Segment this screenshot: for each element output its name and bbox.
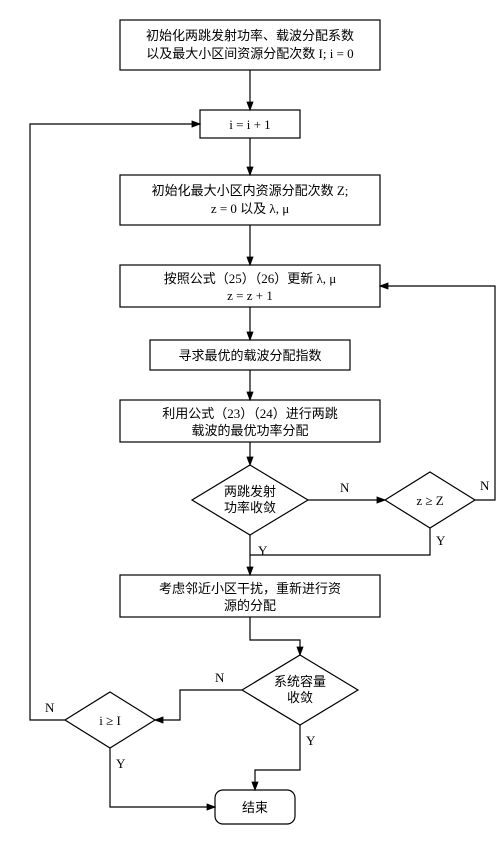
decision-i-ge-I: i ≥ I — [65, 692, 155, 748]
node-opt-index: 寻求最优的载波分配指数 — [150, 340, 350, 370]
node-update-lm-l1: 按照公式（25）（26）更新 λ, μ — [164, 271, 337, 286]
node-init-l1: 初始化两跳发射功率、载波分配系数 — [146, 28, 354, 43]
d4-n-label: N — [45, 700, 55, 715]
node-init: 初始化两跳发射功率、载波分配系数 以及最大小区间资源分配次数 I; i = 0 — [120, 20, 380, 70]
decision-power-converge: 两跳发射 功率收敛 — [192, 465, 308, 535]
node-init-l2: 以及最大小区间资源分配次数 I; i = 0 — [146, 46, 353, 61]
node-opt-index-txt: 寻求最优的载波分配指数 — [178, 348, 321, 363]
d1-l1: 两跳发射 — [224, 484, 276, 499]
d1-l2: 功率收敛 — [224, 500, 276, 515]
node-init-z-l2: z = 0 以及 λ, μ — [211, 201, 289, 216]
d4-txt: i ≥ I — [99, 713, 121, 728]
node-interf-l2: 源的分配 — [224, 598, 276, 613]
node-incr-i: i = i + 1 — [200, 110, 300, 138]
d1-n-label: N — [340, 480, 350, 495]
node-opt-power-l1: 利用公式（23）（24）进行两跳 — [162, 406, 338, 421]
node-update-lm-l2: z = z + 1 — [227, 288, 273, 303]
d4-y-label: Y — [116, 756, 126, 771]
end-txt: 结束 — [242, 800, 268, 815]
node-update-lm: 按照公式（25）（26）更新 λ, μ z = z + 1 — [120, 265, 380, 307]
node-incr-i-txt: i = i + 1 — [229, 117, 270, 132]
d2-txt: z ≥ Z — [416, 493, 443, 508]
d3-n-label: N — [215, 670, 225, 685]
node-init-z: 初始化最大小区内资源分配次数 Z; z = 0 以及 λ, μ — [120, 175, 380, 225]
d3-l2: 收敛 — [287, 690, 313, 705]
d2-n-label: N — [480, 478, 490, 493]
decision-z-ge-Z: z ≥ Z — [385, 472, 475, 528]
decision-capacity-converge: 系统容量 收敛 — [242, 655, 358, 725]
node-opt-power-l2: 载波的最优功率分配 — [191, 423, 308, 438]
node-init-z-l1: 初始化最大小区内资源分配次数 Z; — [152, 183, 349, 198]
d2-y-label: Y — [436, 533, 446, 548]
edge-d4-end — [110, 748, 215, 807]
node-interference: 考虑邻近小区干扰，重新进行资 源的分配 — [120, 575, 380, 617]
node-end: 结束 — [215, 790, 295, 824]
d3-y-label: Y — [306, 733, 316, 748]
node-opt-power: 利用公式（23）（24）进行两跳 载波的最优功率分配 — [120, 400, 380, 442]
edge-d2-n4 — [380, 286, 495, 500]
d1-y-label: Y — [258, 543, 268, 558]
edge-d3-end — [255, 725, 300, 790]
d3-l1: 系统容量 — [274, 674, 326, 689]
node-interf-l1: 考虑邻近小区干扰，重新进行资 — [159, 581, 341, 596]
edge-d2-join — [250, 528, 430, 555]
edge-d3-d4 — [155, 690, 242, 720]
edge-n7-d3 — [250, 617, 300, 655]
